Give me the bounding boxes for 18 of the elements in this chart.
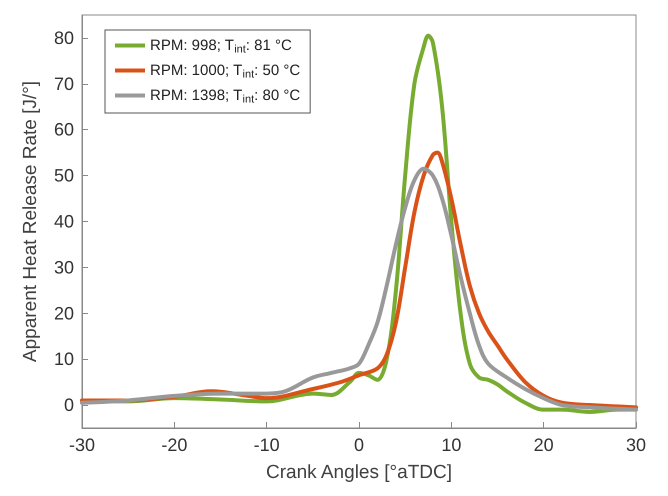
y-tick-label: 40	[54, 212, 74, 232]
x-tick-label: 30	[626, 435, 646, 455]
y-tick-label: 30	[54, 257, 74, 278]
y-tick-label: 0	[64, 395, 74, 416]
x-tick-label: -10	[254, 435, 280, 455]
y-tick-label: 60	[54, 120, 74, 140]
y-axis-title: Apparent Heat Release Rate [J/°]	[20, 80, 41, 362]
x-tick-label: -30	[68, 435, 96, 455]
x-axis-title: Crank Angles [°aTDC]	[266, 462, 452, 483]
y-tick-label: 50	[54, 166, 74, 186]
y-tick-label: 20	[54, 303, 74, 324]
x-tick-label: 10	[441, 435, 462, 455]
x-tick-label: -20	[161, 435, 188, 455]
x-tick-label: 0	[354, 435, 364, 455]
y-tick-label: 10	[54, 349, 74, 370]
y-tick-label: 80	[54, 28, 74, 48]
y-tick-label: 70	[54, 74, 74, 94]
x-tick-label: 20	[534, 435, 554, 455]
